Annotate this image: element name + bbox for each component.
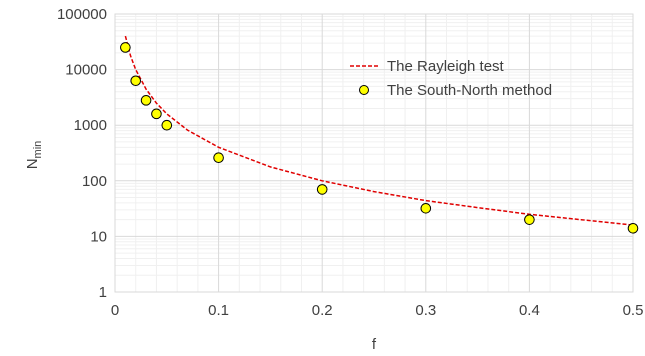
rayleigh-test-line xyxy=(124,35,634,226)
y-tick-label: 100000 xyxy=(57,6,107,23)
y-axis-title: Nmin xyxy=(24,141,44,170)
south-north-point xyxy=(213,152,224,164)
legend-south-north-swatch xyxy=(359,85,369,95)
series-layer xyxy=(120,35,639,234)
x-tick-label: 0.3 xyxy=(415,302,436,319)
x-tick-label: 0.5 xyxy=(623,302,644,319)
x-tick-label: 0 xyxy=(111,302,119,319)
south-north-point xyxy=(420,203,432,214)
y-tick-label: 10 xyxy=(90,228,107,245)
plot-area xyxy=(114,13,634,293)
south-north-point xyxy=(130,75,142,87)
y-axis-ticks: 1 10 100 1000 10000 100000 xyxy=(57,6,107,301)
south-north-point xyxy=(140,95,152,106)
south-north-point xyxy=(524,214,535,225)
x-tick-label: 0.1 xyxy=(208,302,229,319)
grid xyxy=(114,13,634,293)
x-tick-label: 0.2 xyxy=(312,302,333,319)
south-north-point xyxy=(627,222,639,234)
south-north-point xyxy=(120,42,131,53)
x-axis-title: f xyxy=(372,336,377,353)
y-tick-label: 1 xyxy=(99,284,107,301)
legend-south-north-label: The South-North method xyxy=(387,82,552,99)
y-tick-label: 100 xyxy=(82,173,107,190)
x-axis-ticks: 0 0.1 0.2 0.3 0.4 0.5 xyxy=(111,302,644,319)
y-tick-label: 1000 xyxy=(74,117,107,134)
x-tick-label: 0.4 xyxy=(519,302,540,319)
y-tick-label: 10000 xyxy=(65,62,107,79)
y-axis-title-main: N xyxy=(24,158,41,169)
y-axis-title-subscript: min xyxy=(32,141,44,159)
south-north-point xyxy=(151,108,162,120)
south-north-point xyxy=(161,119,173,131)
legend: The Rayleigh test The South-North method xyxy=(350,58,552,99)
south-north-point xyxy=(316,184,328,195)
legend-rayleigh-label: The Rayleigh test xyxy=(387,58,505,75)
